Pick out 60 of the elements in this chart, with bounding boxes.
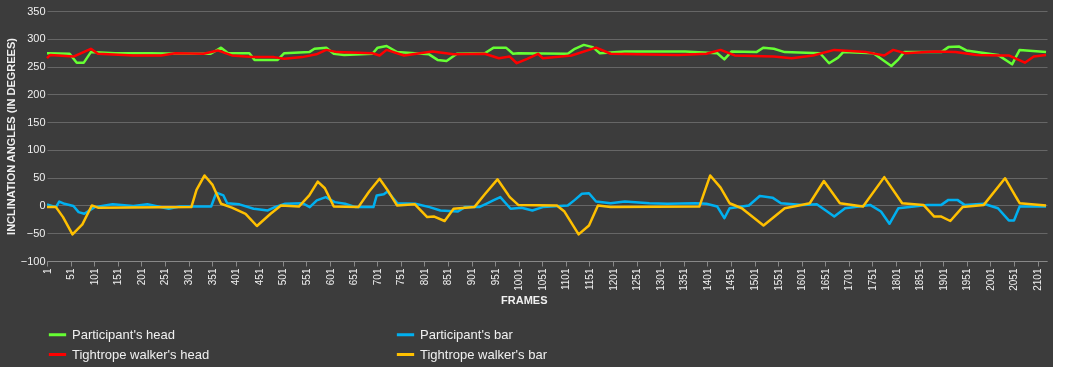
- x-tick-label: 1701: [843, 268, 855, 291]
- x-tick-label: 1851: [914, 268, 926, 291]
- x-tick-label: 951: [489, 268, 501, 286]
- x-tick-label: 1: [41, 268, 53, 275]
- x-tick-label: 1351: [678, 268, 690, 291]
- y-tick-label: 100: [27, 143, 46, 156]
- x-tick-label: 1451: [725, 268, 737, 291]
- x-tick-label: 1551: [772, 268, 784, 291]
- x-tick-label: 51: [65, 268, 77, 280]
- y-tick-label: 150: [27, 115, 46, 128]
- x-tick-label: 1201: [607, 268, 619, 291]
- x-tick-label: 601: [324, 268, 336, 286]
- x-tick-label: 1051: [536, 268, 548, 291]
- x-tick-label: 1951: [961, 268, 973, 291]
- legend-label: Participant's head: [72, 326, 175, 342]
- x-tick-label: 751: [395, 268, 407, 286]
- x-tick-label: 651: [348, 268, 360, 286]
- legend-label: Tightrope walker's bar: [420, 346, 548, 362]
- x-tick-label: 901: [466, 268, 478, 286]
- line-series: [45, 174, 1048, 236]
- x-tick-label: 2101: [1032, 268, 1044, 291]
- y-tick-label: 250: [27, 60, 46, 73]
- x-tick-label: 1601: [796, 268, 808, 291]
- x-tick-label: 1001: [513, 268, 525, 291]
- x-tick-label: 501: [277, 268, 289, 286]
- y-tick-label: 300: [27, 32, 46, 45]
- x-tick-label: 1401: [701, 268, 713, 291]
- x-tick-label: 1101: [560, 268, 572, 291]
- x-tick-label: 1251: [631, 268, 643, 291]
- y-tick-label: −50: [26, 226, 46, 239]
- y-tick-label: 50: [33, 171, 46, 184]
- x-tick-label: 801: [418, 268, 430, 286]
- legend-label: Tightrope walker's head: [72, 346, 210, 362]
- x-tick-label: 401: [230, 268, 242, 286]
- x-tick-label: 2001: [984, 268, 996, 291]
- y-axis-title: INCLINATION ANGLES (IN DEGREES): [4, 37, 17, 235]
- x-tick-label: 551: [300, 268, 312, 286]
- y-tick-label: 0: [39, 198, 46, 211]
- x-tick-label: 1301: [654, 268, 666, 291]
- x-tick-label: 1901: [937, 268, 949, 291]
- x-axis-title: FRAMES: [501, 293, 548, 306]
- x-tick-label: 1151: [583, 268, 595, 291]
- y-tick-label: −100: [20, 254, 46, 267]
- x-tick-label: 1501: [749, 268, 761, 291]
- x-tick-label: 451: [253, 268, 265, 286]
- x-tick-label: 201: [135, 268, 147, 286]
- legend-label: Participant's bar: [420, 326, 514, 342]
- x-tick-label: 701: [371, 268, 383, 286]
- x-tick-label: 1651: [819, 268, 831, 291]
- x-tick-label: 351: [206, 268, 218, 286]
- x-tick-label: 151: [112, 268, 124, 286]
- x-tick-label: 101: [88, 268, 100, 286]
- x-tick-label: 2051: [1008, 268, 1020, 291]
- y-tick-label: 200: [27, 87, 46, 100]
- x-tick-label: 251: [159, 268, 171, 286]
- x-tick-label: 851: [442, 268, 454, 286]
- y-tick-label: 350: [27, 4, 46, 17]
- x-tick-label: 301: [183, 268, 195, 286]
- x-tick-label: 1801: [890, 268, 902, 291]
- x-tick-label: 1751: [866, 268, 878, 291]
